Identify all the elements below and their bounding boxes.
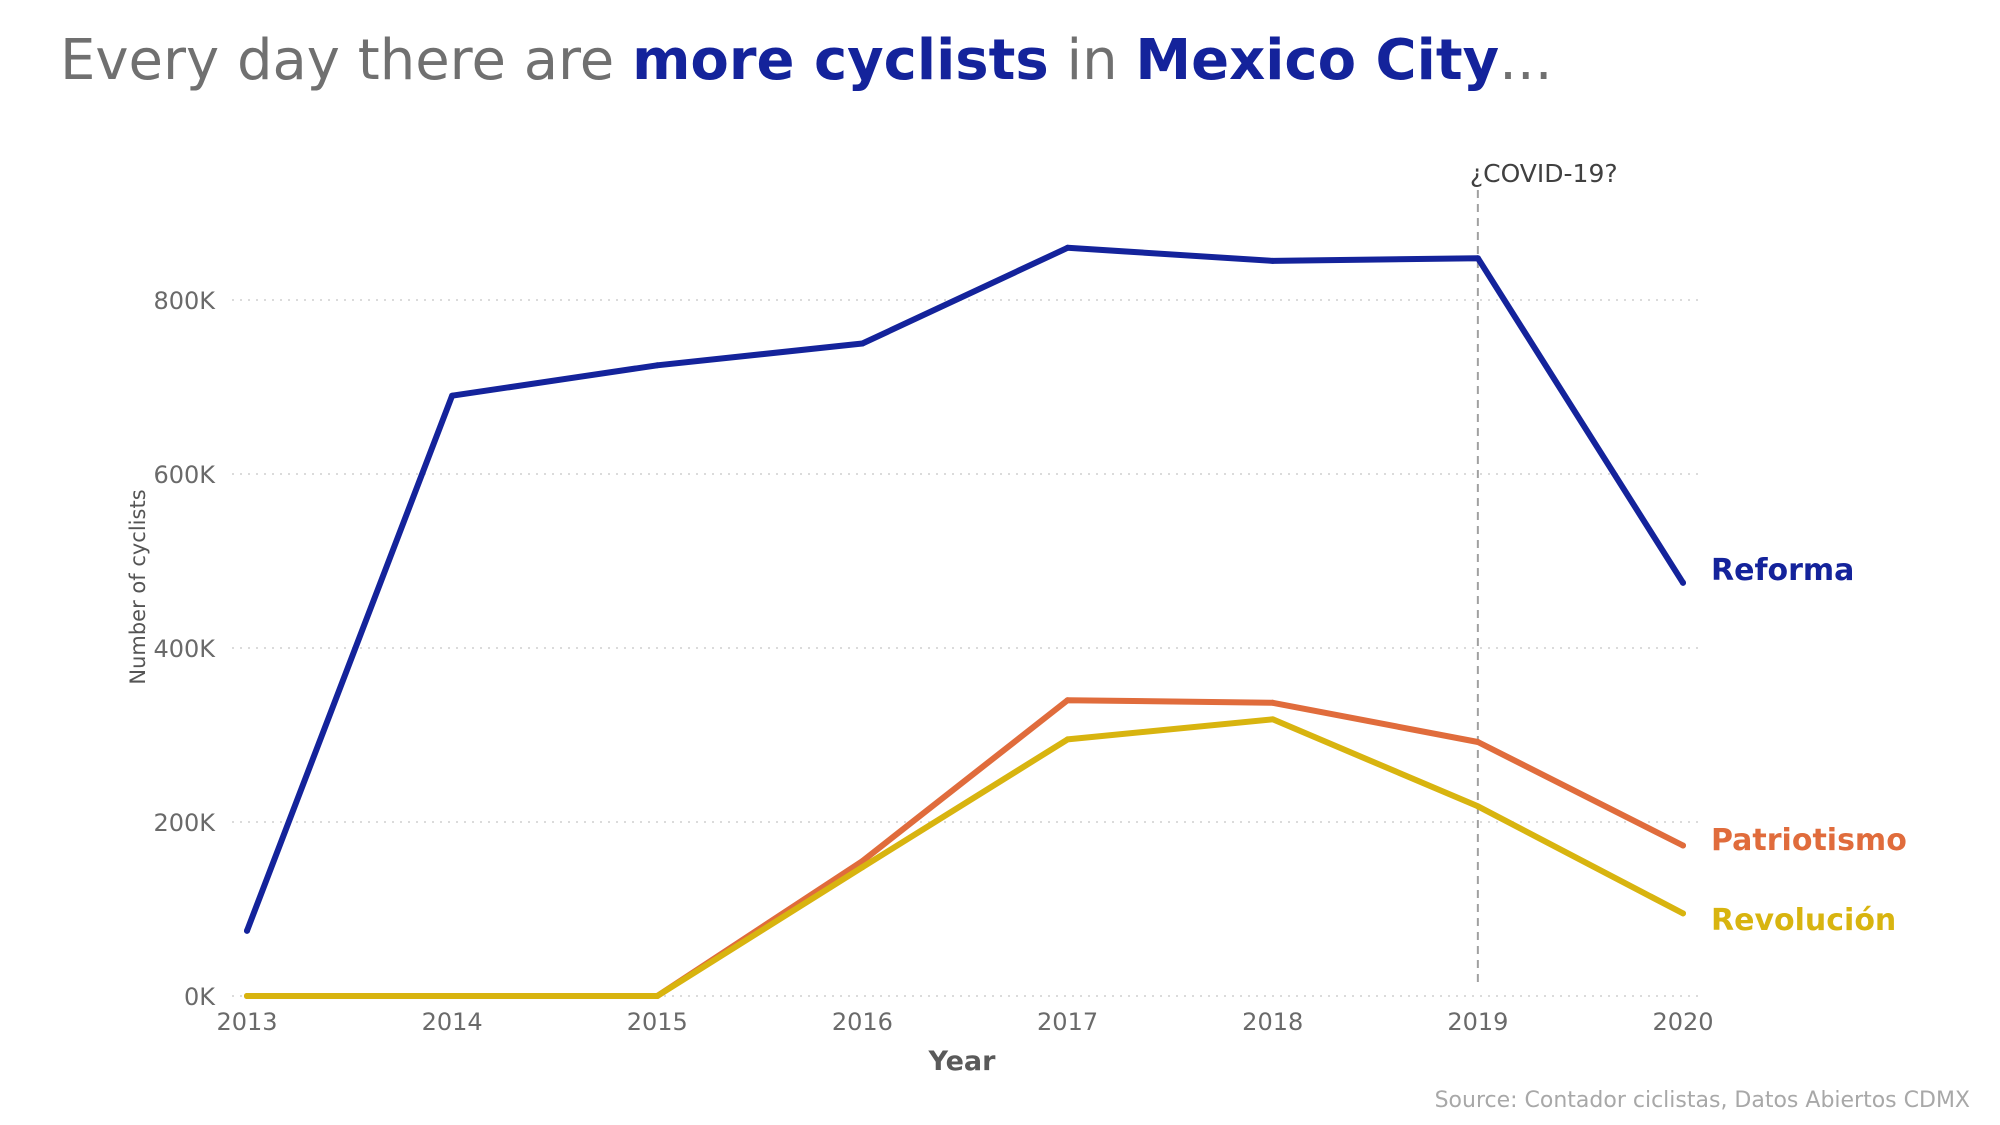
x-axis-title: Year: [928, 1046, 997, 1077]
chart-title: Every day there are more cyclists in Mex…: [60, 28, 1553, 93]
data-point-reforma-2018: [1269, 257, 1276, 264]
series-lines: [244, 244, 1686, 999]
data-point-revoluci-n-2019: [1474, 803, 1481, 810]
series-labels: Reforma Patriotismo Revolución: [1711, 553, 1907, 938]
data-point-reforma-2015: [654, 362, 661, 369]
title-part-1: Every day there are: [60, 28, 633, 93]
y-tick-label-200K: 200K: [153, 809, 216, 837]
series-line-patriotismo: [244, 697, 1686, 999]
title-highlight-mexico-city: Mexico City: [1135, 28, 1500, 93]
x-tick-label-2013: 2013: [216, 1008, 277, 1036]
y-tick-label-600K: 600K: [153, 461, 216, 489]
grid-lines: [232, 299, 1703, 997]
data-point-reforma-2019: [1474, 255, 1481, 262]
data-point-revoluci-n-2018: [1269, 716, 1276, 723]
data-point-revoluci-n-2017: [1064, 736, 1071, 743]
x-tick-label-2014: 2014: [422, 1008, 483, 1036]
x-tick-label-2017: 2017: [1037, 1008, 1098, 1036]
y-tick-label-400K: 400K: [153, 635, 216, 663]
source-note: Source: Contador ciclistas, Datos Abiert…: [1434, 1088, 1970, 1113]
series-label-patriotismo: Patriotismo: [1711, 823, 1907, 858]
data-point-revoluci-n-2016: [859, 864, 866, 871]
data-point-revoluci-n-2020: [1680, 910, 1686, 917]
title-part-3: ...: [1499, 28, 1553, 93]
title-highlight-more-cyclists: more cyclists: [632, 28, 1049, 93]
y-axis-ticks: 0K 200K 400K 600K 800K: [153, 287, 216, 1011]
data-point-revoluci-n-2014: [449, 993, 456, 999]
y-tick-label-0K: 0K: [184, 983, 216, 1011]
data-point-revoluci-n-2013: [244, 993, 250, 999]
title-part-2: in: [1048, 28, 1136, 93]
x-tick-label-2015: 2015: [627, 1008, 688, 1036]
data-point-reforma-2020: [1680, 579, 1686, 586]
y-tick-label-800K: 800K: [153, 287, 216, 315]
x-tick-label-2018: 2018: [1242, 1008, 1303, 1036]
annotation-label-covid: ¿COVID-19?: [1470, 159, 1618, 188]
data-point-reforma-2014: [449, 392, 456, 399]
data-point-reforma-2013: [244, 927, 250, 934]
series-line-revoluci-n: [244, 716, 1686, 999]
data-point-patriotismo-2018: [1269, 699, 1276, 706]
x-axis-ticks: 2013 2014 2015 2016 2017 2018 2019 2020: [216, 1008, 1713, 1036]
series-line-reforma: [244, 244, 1686, 934]
data-point-patriotismo-2020: [1680, 842, 1686, 849]
data-point-reforma-2017: [1064, 244, 1071, 251]
data-point-patriotismo-2017: [1064, 697, 1071, 704]
x-tick-label-2020: 2020: [1652, 1008, 1713, 1036]
y-axis-title: Number of cyclists: [126, 489, 150, 684]
data-point-revoluci-n-2015: [654, 993, 661, 999]
series-label-reforma: Reforma: [1711, 553, 1854, 588]
annotations: ¿COVID-19?: [1470, 159, 1618, 984]
x-tick-label-2016: 2016: [832, 1008, 893, 1036]
x-tick-label-2019: 2019: [1447, 1008, 1508, 1036]
data-point-patriotismo-2019: [1474, 738, 1481, 745]
data-point-patriotismo-2016: [859, 858, 866, 865]
data-point-reforma-2016: [859, 340, 866, 347]
series-label-revoluci-n: Revolución: [1711, 903, 1896, 938]
